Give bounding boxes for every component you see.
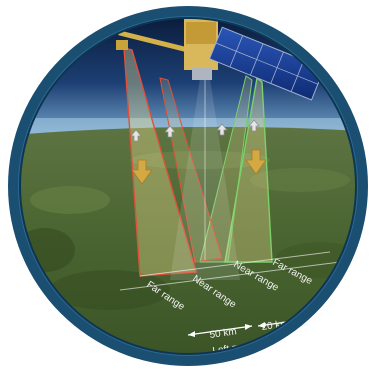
solar-panel-icon [208,26,325,101]
swath-lines [119,251,341,291]
down-arrows [131,149,267,185]
beam-right-near [199,75,253,263]
frame-highlight [19,17,357,355]
beam-left-near [159,77,223,263]
up-arrows [130,119,260,142]
ground [20,126,356,354]
satellite-icon [116,18,325,101]
label-swath-50km: 50 km [209,326,238,341]
beam-left-far [123,47,197,277]
